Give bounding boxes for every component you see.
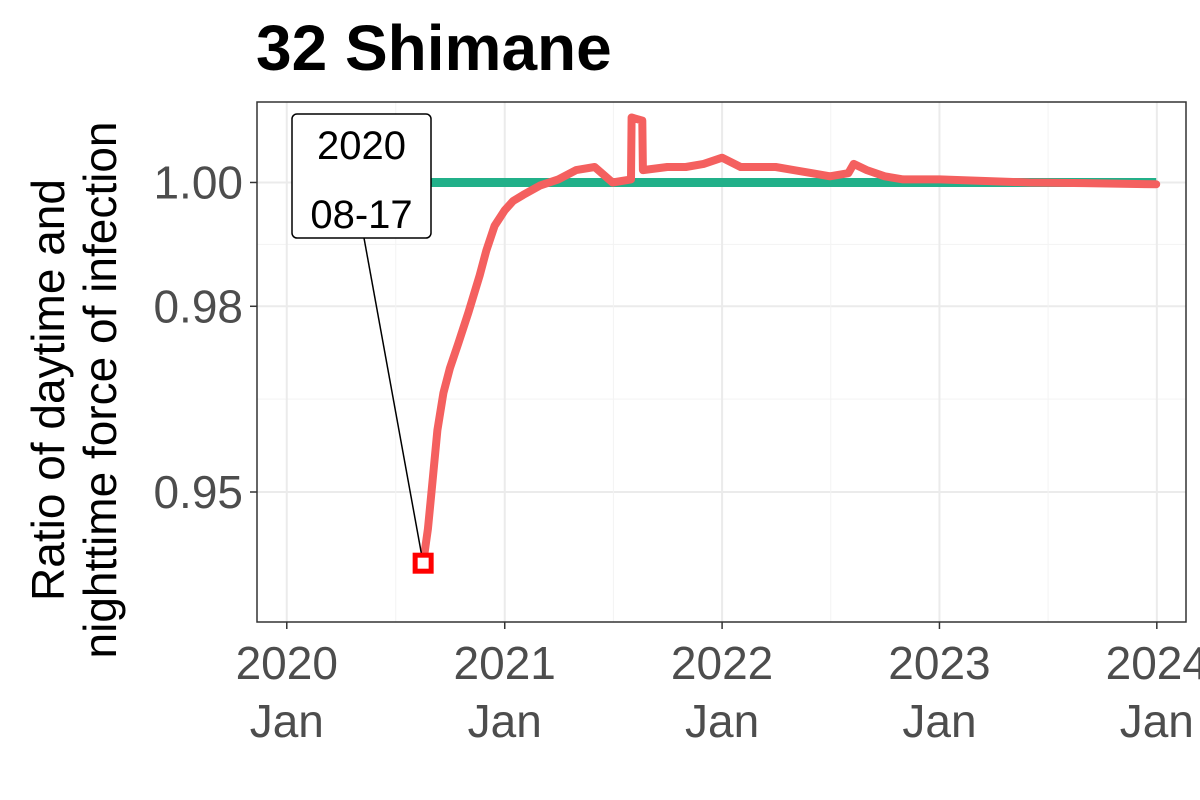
annotation-group: 2020 08-17: [291, 113, 434, 574]
annotation-label: 2020: [317, 124, 406, 168]
y-tick-label: 0.98: [153, 280, 243, 332]
y-axis-label-line-2: nighttime force of infection: [74, 122, 126, 659]
x-tick-label-year: 2023: [888, 637, 990, 689]
x-axis-ticks: 2020 Jan 2021 Jan 2022 Jan 2023 Jan 2024 Jan: [236, 622, 1200, 747]
x-tick-label-year: 2024: [1106, 637, 1200, 689]
series-line: [419, 113, 1161, 568]
y-axis-label: Ratio of daytime and nighttime force of …: [22, 122, 126, 659]
x-tick-label-month: Jan: [685, 695, 759, 747]
x-tick-label-month: Jan: [468, 695, 542, 747]
annotation-box: [291, 113, 432, 239]
y-tick-label: 1.00: [153, 156, 243, 208]
y-tick-label: 0.95: [153, 466, 243, 518]
x-tick-label-month: Jan: [1120, 695, 1194, 747]
y-axis-ticks: 0.95 0.98 1.00: [153, 156, 257, 518]
x-tick-label-year: 2021: [454, 637, 556, 689]
x-tick-label-year: 2022: [671, 637, 773, 689]
x-tick-label-month: Jan: [902, 695, 976, 747]
x-tick-label-month: Jan: [250, 695, 324, 747]
annotation-marker: [412, 552, 434, 574]
chart-title: 32 Shimane: [256, 12, 612, 84]
annotation-leader-line: [363, 237, 424, 564]
series-group: [419, 113, 1161, 568]
annotation-label: 08-17: [310, 193, 412, 237]
x-tick-label-year: 2020: [236, 637, 338, 689]
y-axis-label-line-1: Ratio of daytime and: [22, 179, 74, 601]
